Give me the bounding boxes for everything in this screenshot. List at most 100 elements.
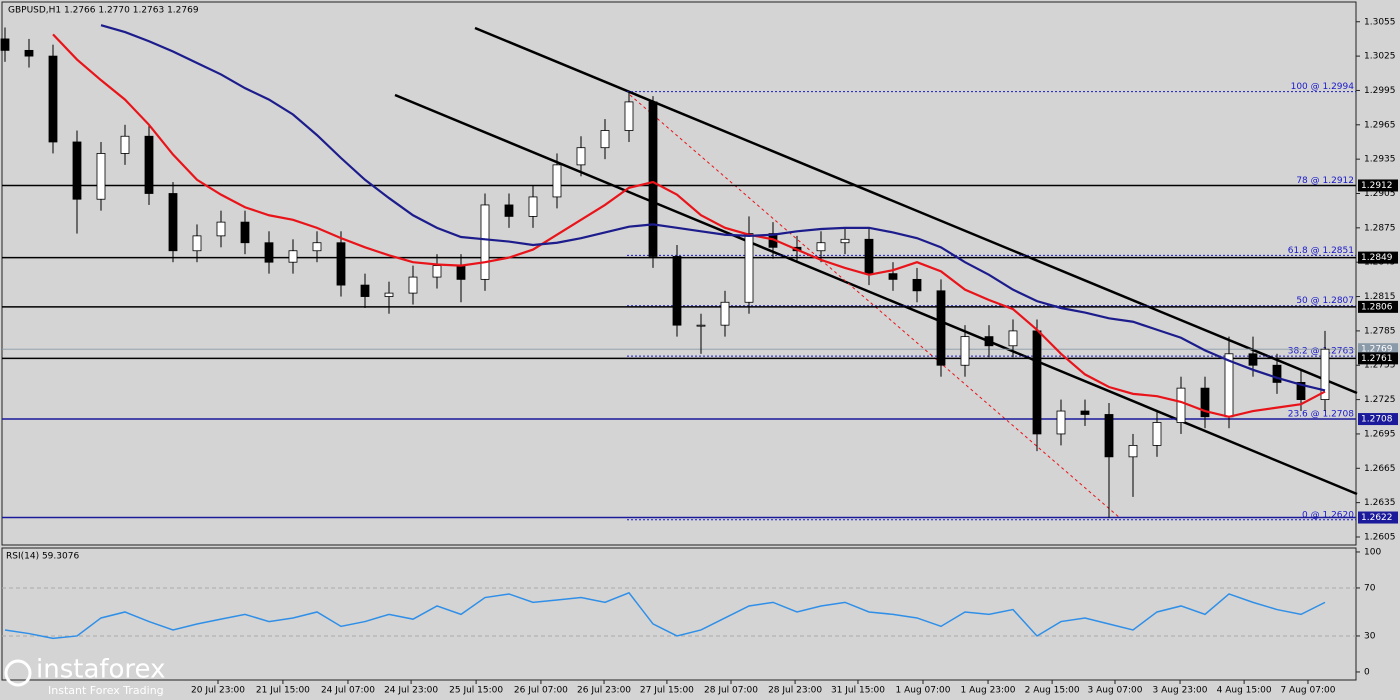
candle-body	[1224, 353, 1234, 418]
x-tick-label: 26 Jul 07:00	[514, 686, 568, 696]
level-label: 1.2708	[1361, 415, 1393, 425]
fib-label: 61.8 @ 1.2851	[1288, 246, 1354, 256]
x-tick-label: 27 Jul 15:00	[640, 686, 694, 696]
x-tick-label: 3 Aug 07:00	[1088, 686, 1143, 696]
y-tick-label: 1.2785	[1364, 326, 1396, 336]
y-tick-label: 1.2995	[1364, 86, 1396, 96]
candle-body	[600, 130, 610, 149]
candle-body	[744, 233, 754, 303]
candle-body	[1056, 410, 1066, 435]
candle-body	[96, 153, 106, 200]
fib-label: 100 @ 1.2994	[1291, 82, 1355, 92]
y-tick-label: 1.2935	[1364, 155, 1396, 165]
candle-body	[1152, 422, 1162, 446]
level-label: 1.2912	[1361, 181, 1393, 191]
y-tick-label: 1.2965	[1364, 120, 1396, 130]
candle-body	[960, 336, 970, 366]
candle-body	[120, 135, 130, 154]
candle-body	[192, 235, 202, 252]
candle-body	[672, 256, 682, 326]
trend-line	[474, 26, 1358, 395]
fib-label: 78 @ 1.2912	[1296, 176, 1354, 186]
rsi-tick-label: 0	[1364, 667, 1370, 677]
x-tick-label: 28 Jul 23:00	[768, 686, 822, 696]
candle-body	[1080, 410, 1090, 415]
candle-body	[1272, 364, 1282, 383]
candle-body	[288, 250, 298, 263]
level-box	[1358, 300, 1398, 313]
candle-body	[1008, 330, 1018, 347]
candle-body	[24, 49, 34, 57]
candle-body	[360, 284, 370, 297]
rsi-line	[4, 591, 1326, 640]
y-tick-label: 1.2605	[1364, 532, 1396, 542]
x-tick-label: 28 Jul 07:00	[704, 686, 758, 696]
candle-body	[624, 101, 634, 131]
x-tick-label: 21 Jul 15:00	[256, 686, 310, 696]
moving-average	[100, 24, 1326, 392]
y-tick-label: 1.3025	[1364, 52, 1396, 62]
y-tick-label: 1.2875	[1364, 223, 1396, 233]
candle-body	[1128, 444, 1138, 458]
level-label: 1.2849	[1361, 253, 1393, 263]
candle-body	[984, 336, 994, 347]
x-tick-label: 7 Aug 07:00	[1280, 686, 1335, 696]
plot-layer: 1.3055 1.3025 1.2995 1.2965 1.2935 1.2905 1.28…	[0, 17, 1398, 696]
candle-body	[504, 204, 514, 217]
candle-body	[1320, 348, 1330, 400]
candle-body	[1296, 382, 1306, 400]
x-tick-label: 2 Aug 15:00	[1025, 686, 1080, 696]
candle-body	[336, 242, 346, 286]
y-tick-label: 1.3055	[1364, 17, 1396, 27]
candle-body	[1104, 414, 1114, 458]
candle-body	[816, 242, 826, 252]
candle-body	[1032, 330, 1042, 435]
price-panel	[1, 1, 1357, 546]
y-tick-label: 1.2635	[1364, 498, 1396, 508]
x-tick-label: 31 Jul 15:00	[831, 686, 885, 696]
y-tick-label: 1.2725	[1364, 395, 1396, 405]
x-tick-label: 4 Aug 15:00	[1217, 686, 1272, 696]
rsi-tick-label: 30	[1364, 631, 1376, 641]
symbol-header: GBPUSD,H1 1.2766 1.2770 1.2763 1.2769	[8, 6, 199, 16]
y-tick-label: 1.2695	[1364, 429, 1396, 439]
candle-body	[936, 290, 946, 366]
rsi-tick-label: 70	[1364, 583, 1376, 593]
trend-line	[394, 93, 1358, 496]
candle-body	[432, 265, 442, 278]
candle-body	[168, 193, 178, 252]
candle-body	[696, 324, 706, 327]
y-tick-label: 1.2665	[1364, 464, 1396, 474]
level-box	[1358, 413, 1398, 426]
fib-label: 50 @ 1.2807	[1296, 296, 1354, 306]
x-tick-label: 24 Jul 07:00	[321, 686, 375, 696]
level-box	[1358, 179, 1398, 192]
candle-body	[72, 141, 82, 200]
candle-body	[264, 242, 274, 263]
level-box	[1358, 511, 1398, 524]
candle-body	[144, 135, 154, 194]
candle-body	[912, 278, 922, 292]
candle-body	[240, 221, 250, 244]
y-tick-label: 1.2755	[1364, 361, 1396, 371]
x-tick-label: 1 Aug 23:00	[961, 686, 1016, 696]
rsi-label: RSI(14) 59.3076	[6, 552, 79, 562]
candle-body	[384, 292, 394, 297]
x-tick-label: 26 Jul 23:00	[577, 686, 631, 696]
candle-body	[888, 273, 898, 280]
candle-body	[48, 55, 58, 143]
level-label: 1.2622	[1361, 513, 1393, 523]
watermark-tagline: Instant Forex Trading	[48, 684, 164, 697]
candle-body	[456, 265, 466, 280]
watermark-brand: instaforex	[36, 655, 165, 685]
level-label: 1.2761	[1361, 354, 1393, 364]
candle-body	[648, 101, 658, 257]
x-tick-label: 25 Jul 15:00	[449, 686, 503, 696]
fib-label: 0 @ 1.2620	[1302, 510, 1354, 520]
watermark: instaforex Instant Forex Trading	[4, 655, 165, 697]
rsi-tick-label: 100	[1364, 547, 1381, 557]
candle-body	[480, 204, 490, 280]
